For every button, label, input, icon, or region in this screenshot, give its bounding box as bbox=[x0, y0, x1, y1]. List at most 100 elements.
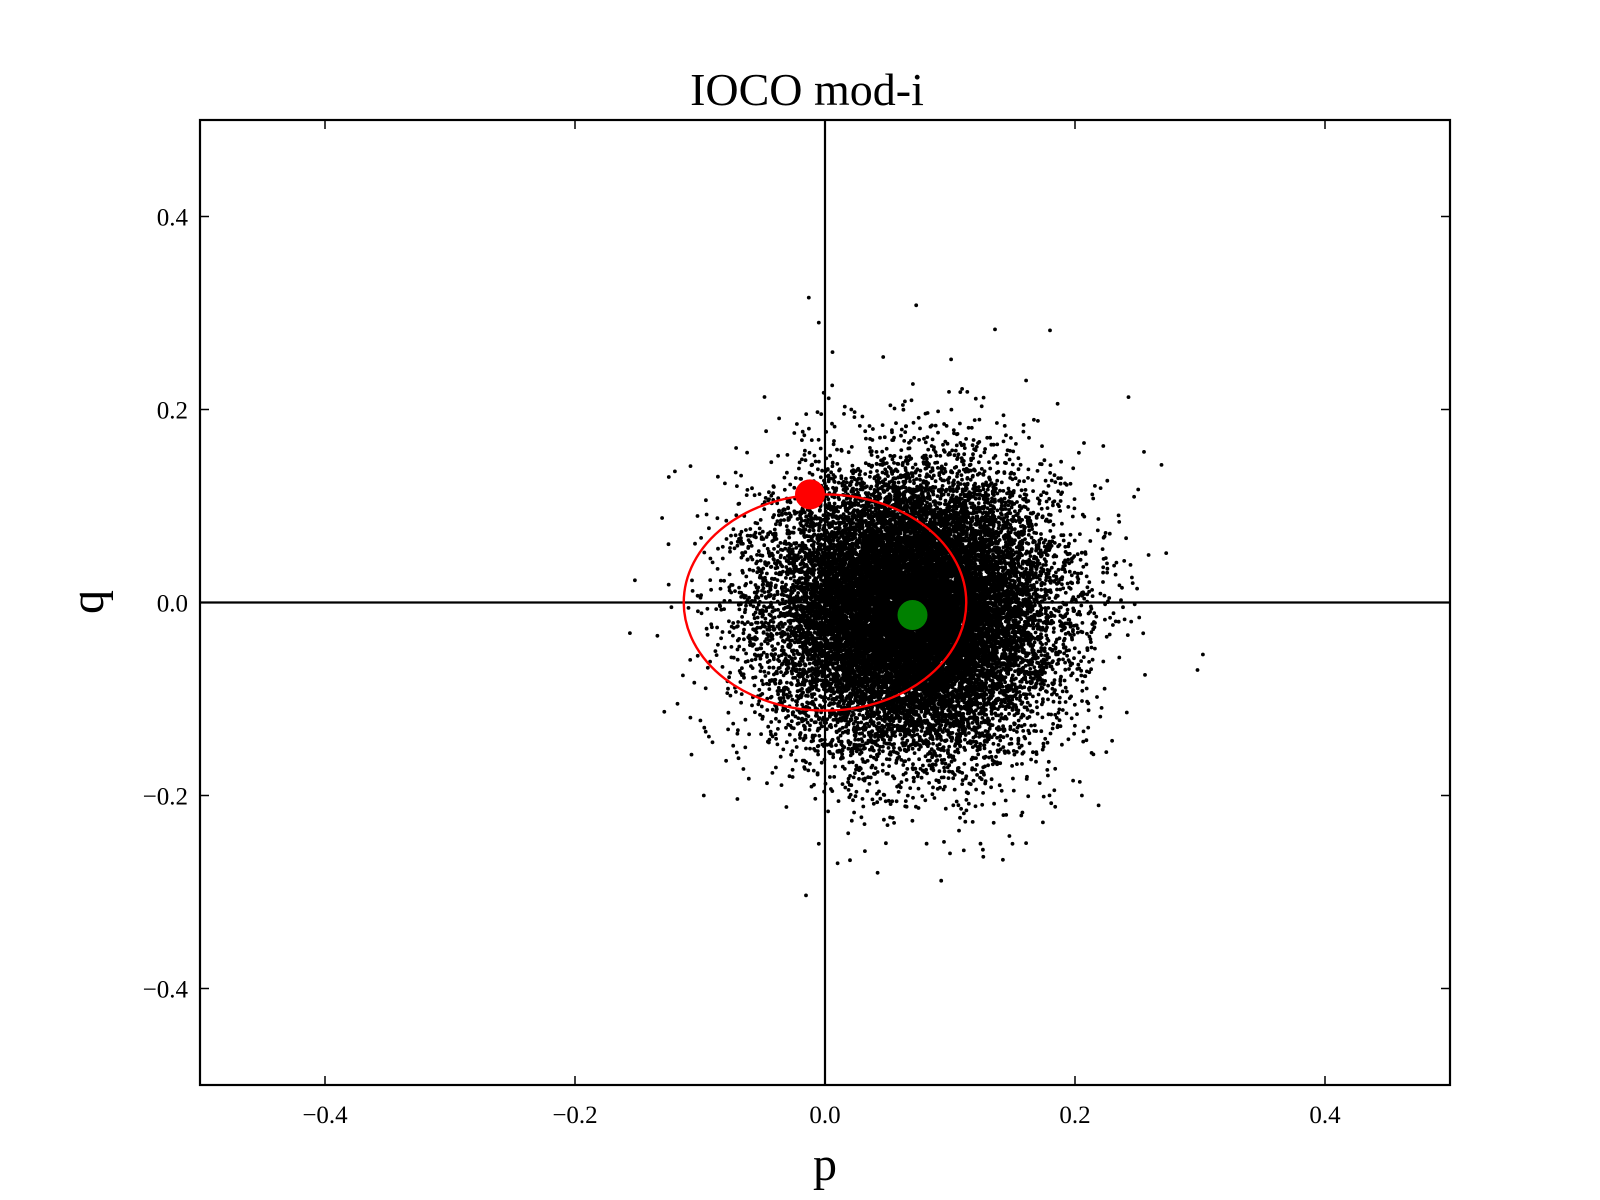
scatter-point bbox=[1011, 776, 1015, 781]
scatter-point bbox=[875, 870, 880, 875]
scatter-point bbox=[829, 470, 833, 475]
scatter-point bbox=[662, 709, 667, 714]
scatter-point bbox=[728, 546, 732, 550]
scatter-point bbox=[868, 446, 872, 450]
scatter-point bbox=[1056, 658, 1061, 663]
scatter-point bbox=[831, 442, 836, 447]
scatter-point bbox=[1027, 435, 1031, 440]
scatter-point bbox=[1047, 793, 1052, 798]
scatter-point bbox=[1001, 413, 1006, 418]
scatter-point bbox=[1061, 657, 1065, 662]
scatter-point bbox=[1029, 723, 1034, 728]
scatter-point bbox=[981, 847, 985, 852]
scatter-point bbox=[699, 593, 703, 598]
scatter-point bbox=[738, 680, 743, 684]
scatter-point bbox=[1086, 701, 1091, 706]
scatter-point bbox=[742, 675, 746, 680]
scatter-point bbox=[704, 626, 709, 631]
scatter-point bbox=[1007, 711, 1011, 716]
scatter-point bbox=[960, 387, 964, 391]
scatter-point bbox=[873, 766, 878, 770]
scatter-point bbox=[853, 771, 857, 775]
scatter-point bbox=[846, 780, 850, 784]
plot-area bbox=[200, 120, 1450, 1085]
scatter-point bbox=[946, 776, 951, 780]
scatter-point bbox=[726, 686, 730, 691]
scatter-point bbox=[745, 533, 750, 538]
scatter-point bbox=[1010, 462, 1015, 467]
scatter-point bbox=[836, 480, 841, 485]
scatter-point bbox=[690, 578, 694, 583]
scatter-point bbox=[902, 439, 907, 443]
scatter-point bbox=[695, 593, 700, 598]
scatter-point bbox=[1101, 570, 1105, 575]
scatter-point bbox=[991, 741, 996, 746]
scatter-point bbox=[743, 717, 748, 722]
scatter-point bbox=[1053, 804, 1058, 809]
scatter-point bbox=[787, 535, 792, 540]
scatter-point bbox=[896, 790, 901, 794]
scatter-point bbox=[1003, 503, 1007, 508]
scatter-point bbox=[1111, 623, 1115, 627]
scatter-point bbox=[804, 893, 808, 898]
scatter-point bbox=[818, 475, 823, 480]
scatter-point bbox=[767, 665, 772, 670]
scatter-point bbox=[930, 437, 935, 442]
scatter-point bbox=[1067, 585, 1071, 590]
scatter-point bbox=[690, 589, 695, 593]
scatter-point bbox=[791, 530, 796, 535]
scatter-point bbox=[800, 758, 805, 763]
scatter-point bbox=[1024, 841, 1028, 845]
scatter-point bbox=[920, 794, 925, 798]
scatter-point bbox=[1061, 538, 1066, 543]
scatter-point bbox=[800, 702, 805, 707]
scatter-point bbox=[1130, 581, 1135, 585]
scatter-point bbox=[857, 777, 861, 781]
scatter-point bbox=[681, 673, 685, 678]
scatter-point bbox=[741, 767, 746, 771]
scatter-point bbox=[958, 441, 963, 445]
scatter-point bbox=[834, 743, 838, 748]
scatter-point bbox=[931, 741, 935, 746]
scatter-point bbox=[985, 435, 990, 440]
scatter-point bbox=[847, 760, 852, 765]
scatter-point bbox=[788, 576, 793, 581]
scatter-point bbox=[770, 771, 775, 775]
scatter-point bbox=[998, 738, 1003, 743]
scatter-point bbox=[1078, 532, 1082, 536]
scatter-point bbox=[702, 725, 707, 730]
scatter-point bbox=[935, 494, 940, 498]
scatter-point bbox=[756, 702, 761, 707]
scatter-point bbox=[846, 450, 851, 455]
scatter-point bbox=[731, 743, 736, 748]
scatter-point bbox=[784, 524, 789, 529]
scatter-point bbox=[792, 485, 797, 490]
scatter-point bbox=[1117, 520, 1122, 524]
scatter-point bbox=[744, 603, 748, 608]
scatter-point bbox=[1034, 750, 1039, 754]
scatter-point bbox=[899, 427, 904, 432]
scatter-point bbox=[871, 427, 875, 431]
scatter-point bbox=[1051, 503, 1055, 508]
scatter-point bbox=[739, 473, 743, 478]
scatter-point bbox=[1009, 737, 1014, 741]
scatter-point bbox=[749, 544, 754, 548]
scatter-point bbox=[1045, 506, 1050, 510]
scatter-point bbox=[785, 470, 789, 475]
scatter-point bbox=[720, 556, 725, 561]
scatter-point bbox=[942, 765, 946, 770]
scatter-point bbox=[762, 543, 767, 548]
scatter-point bbox=[950, 448, 955, 453]
scatter-point bbox=[722, 645, 727, 650]
scatter-point bbox=[961, 462, 966, 467]
scatter-point bbox=[832, 424, 837, 429]
scatter-point bbox=[974, 444, 979, 449]
scatter-point bbox=[743, 745, 748, 750]
scatter-point bbox=[1003, 507, 1008, 511]
scatter-point bbox=[901, 763, 906, 767]
scatter-point bbox=[830, 464, 835, 469]
scatter-point bbox=[1042, 458, 1047, 463]
scatter-point bbox=[793, 738, 797, 742]
scatter-point bbox=[1046, 606, 1051, 610]
scatter-point bbox=[770, 644, 774, 648]
